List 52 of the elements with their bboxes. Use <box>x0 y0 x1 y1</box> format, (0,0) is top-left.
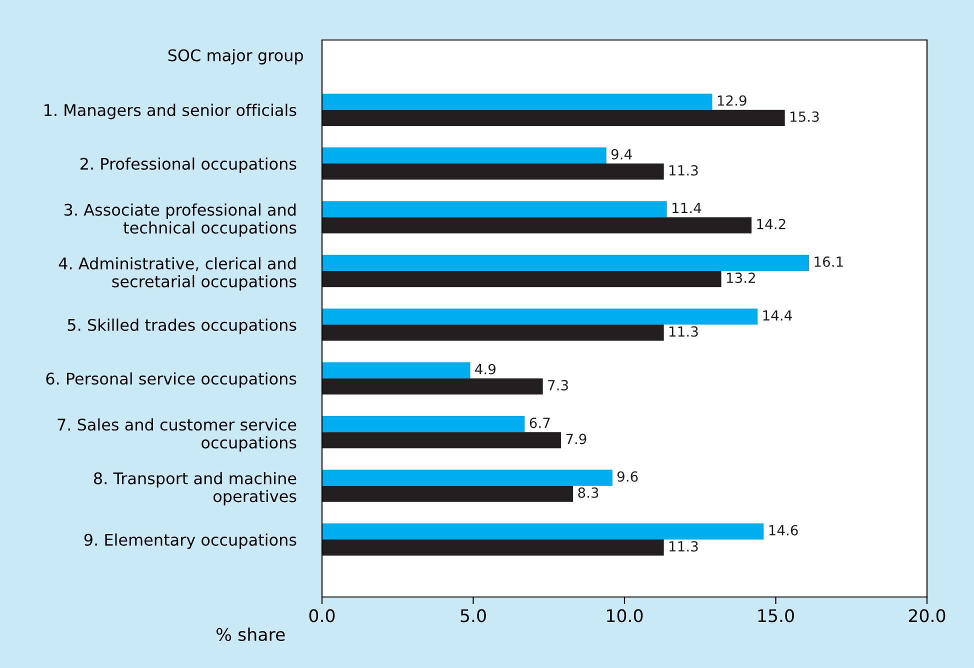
bar <box>322 324 664 341</box>
bar <box>322 486 574 502</box>
bar <box>322 378 543 395</box>
data-label: 14.4 <box>763 310 792 320</box>
data-label: 6.7 <box>530 418 550 428</box>
bar <box>322 540 664 556</box>
bar <box>322 523 764 540</box>
y-tick-label: 6. Personal service occupations <box>46 372 296 388</box>
bar <box>322 308 758 325</box>
data-label: 7.3 <box>548 380 568 390</box>
bar <box>322 432 561 448</box>
y-tick-label: 4. Administrative, clerical and secretarial occupations <box>58 257 296 291</box>
bar <box>322 147 606 164</box>
data-label: 7.9 <box>566 434 586 444</box>
x-tick-label: 15.0 <box>758 609 794 622</box>
data-label: 11.3 <box>670 165 698 176</box>
bar <box>322 201 667 218</box>
y-tick-label: 8. Transport and machine operatives <box>94 472 296 506</box>
data-label: 9.4 <box>611 149 632 160</box>
bar <box>322 362 470 378</box>
bar <box>322 164 664 180</box>
y-tick-label: 1. Managers and senior officials <box>44 104 296 120</box>
bar <box>322 254 810 271</box>
y-tick-label: 9. Elementary occupations <box>84 533 296 549</box>
x-tick-label: 20.0 <box>908 609 946 622</box>
y-axis-title: SOC major group <box>168 48 303 64</box>
bar <box>322 94 712 110</box>
data-label: 9.6 <box>617 471 638 482</box>
data-label: 12.9 <box>718 95 746 106</box>
y-tick-label: 3. Associate professional and technical occupations <box>64 203 296 237</box>
bar <box>322 217 752 234</box>
data-label: 14.2 <box>757 218 786 230</box>
data-label: 4.9 <box>475 364 496 374</box>
data-label: 11.4 <box>672 202 702 214</box>
data-label: 15.3 <box>790 111 819 122</box>
bar <box>322 470 612 486</box>
bar <box>322 110 785 126</box>
data-label: 16.1 <box>814 256 843 267</box>
x-tick-label: 5.0 <box>460 609 486 622</box>
y-tick-label: 5. Skilled trades occupations <box>68 318 296 334</box>
data-label: 8.3 <box>578 487 598 498</box>
y-tick-label: 7. Sales and customer service occupations <box>58 418 296 452</box>
x-tick-label: 10.0 <box>607 609 643 622</box>
bar <box>322 270 722 288</box>
data-label: 11.3 <box>670 326 698 337</box>
x-tick-label: 0.0 <box>309 609 335 622</box>
x-axis-title: % share <box>216 628 285 642</box>
data-label: 14.6 <box>769 524 798 536</box>
y-tick-label: 2. Professional occupations <box>80 157 296 173</box>
data-label: 11.3 <box>670 541 698 552</box>
data-label: 13.2 <box>726 272 755 284</box>
bar <box>322 416 525 432</box>
